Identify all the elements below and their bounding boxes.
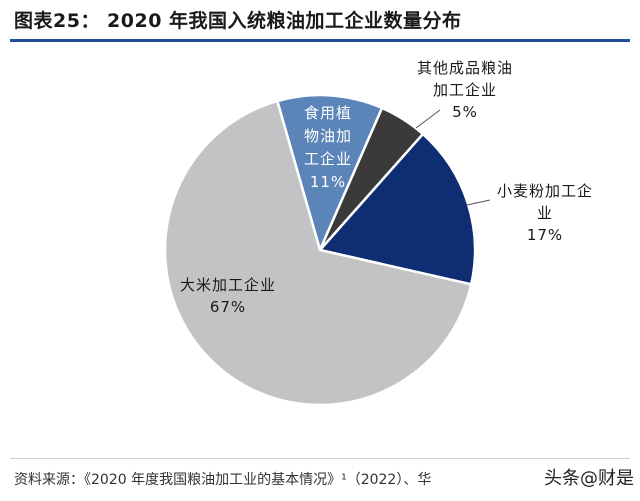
chart-title: 图表25： 2020 年我国入统粮油加工企业数量分布 [14,10,462,32]
pie-slice [317,132,477,286]
slice-category-label: 食用植 [304,104,352,122]
leader-line [415,109,441,129]
slice-value-label: 67% [210,298,246,316]
slice-value-label: 17% [527,226,563,244]
pie-slice [275,93,384,254]
slice-category-label: 其他成品粮油 [417,59,513,77]
source-note: 资料来源：《2020 年度我国粮油加工业的基本情况》¹（2022）、华 [14,472,432,488]
slice-category-label: 大米加工企业 [180,276,276,294]
title-underline [10,39,630,42]
slice-category-label: 加工企业 [433,81,497,99]
slice-category-label: 物油加 [304,127,352,145]
slice-category-label: 工企业 [304,150,352,168]
slice-value-label: 5% [452,103,478,121]
footer-divider [10,458,630,459]
slice-value-label: 11% [310,173,346,191]
leader-line [466,199,491,206]
slice-category-label: 小麦粉加工企 [497,182,593,200]
pie-slice [163,99,473,407]
slice-category-label: 业 [537,204,553,222]
watermark: 头条@财是 [540,462,638,492]
